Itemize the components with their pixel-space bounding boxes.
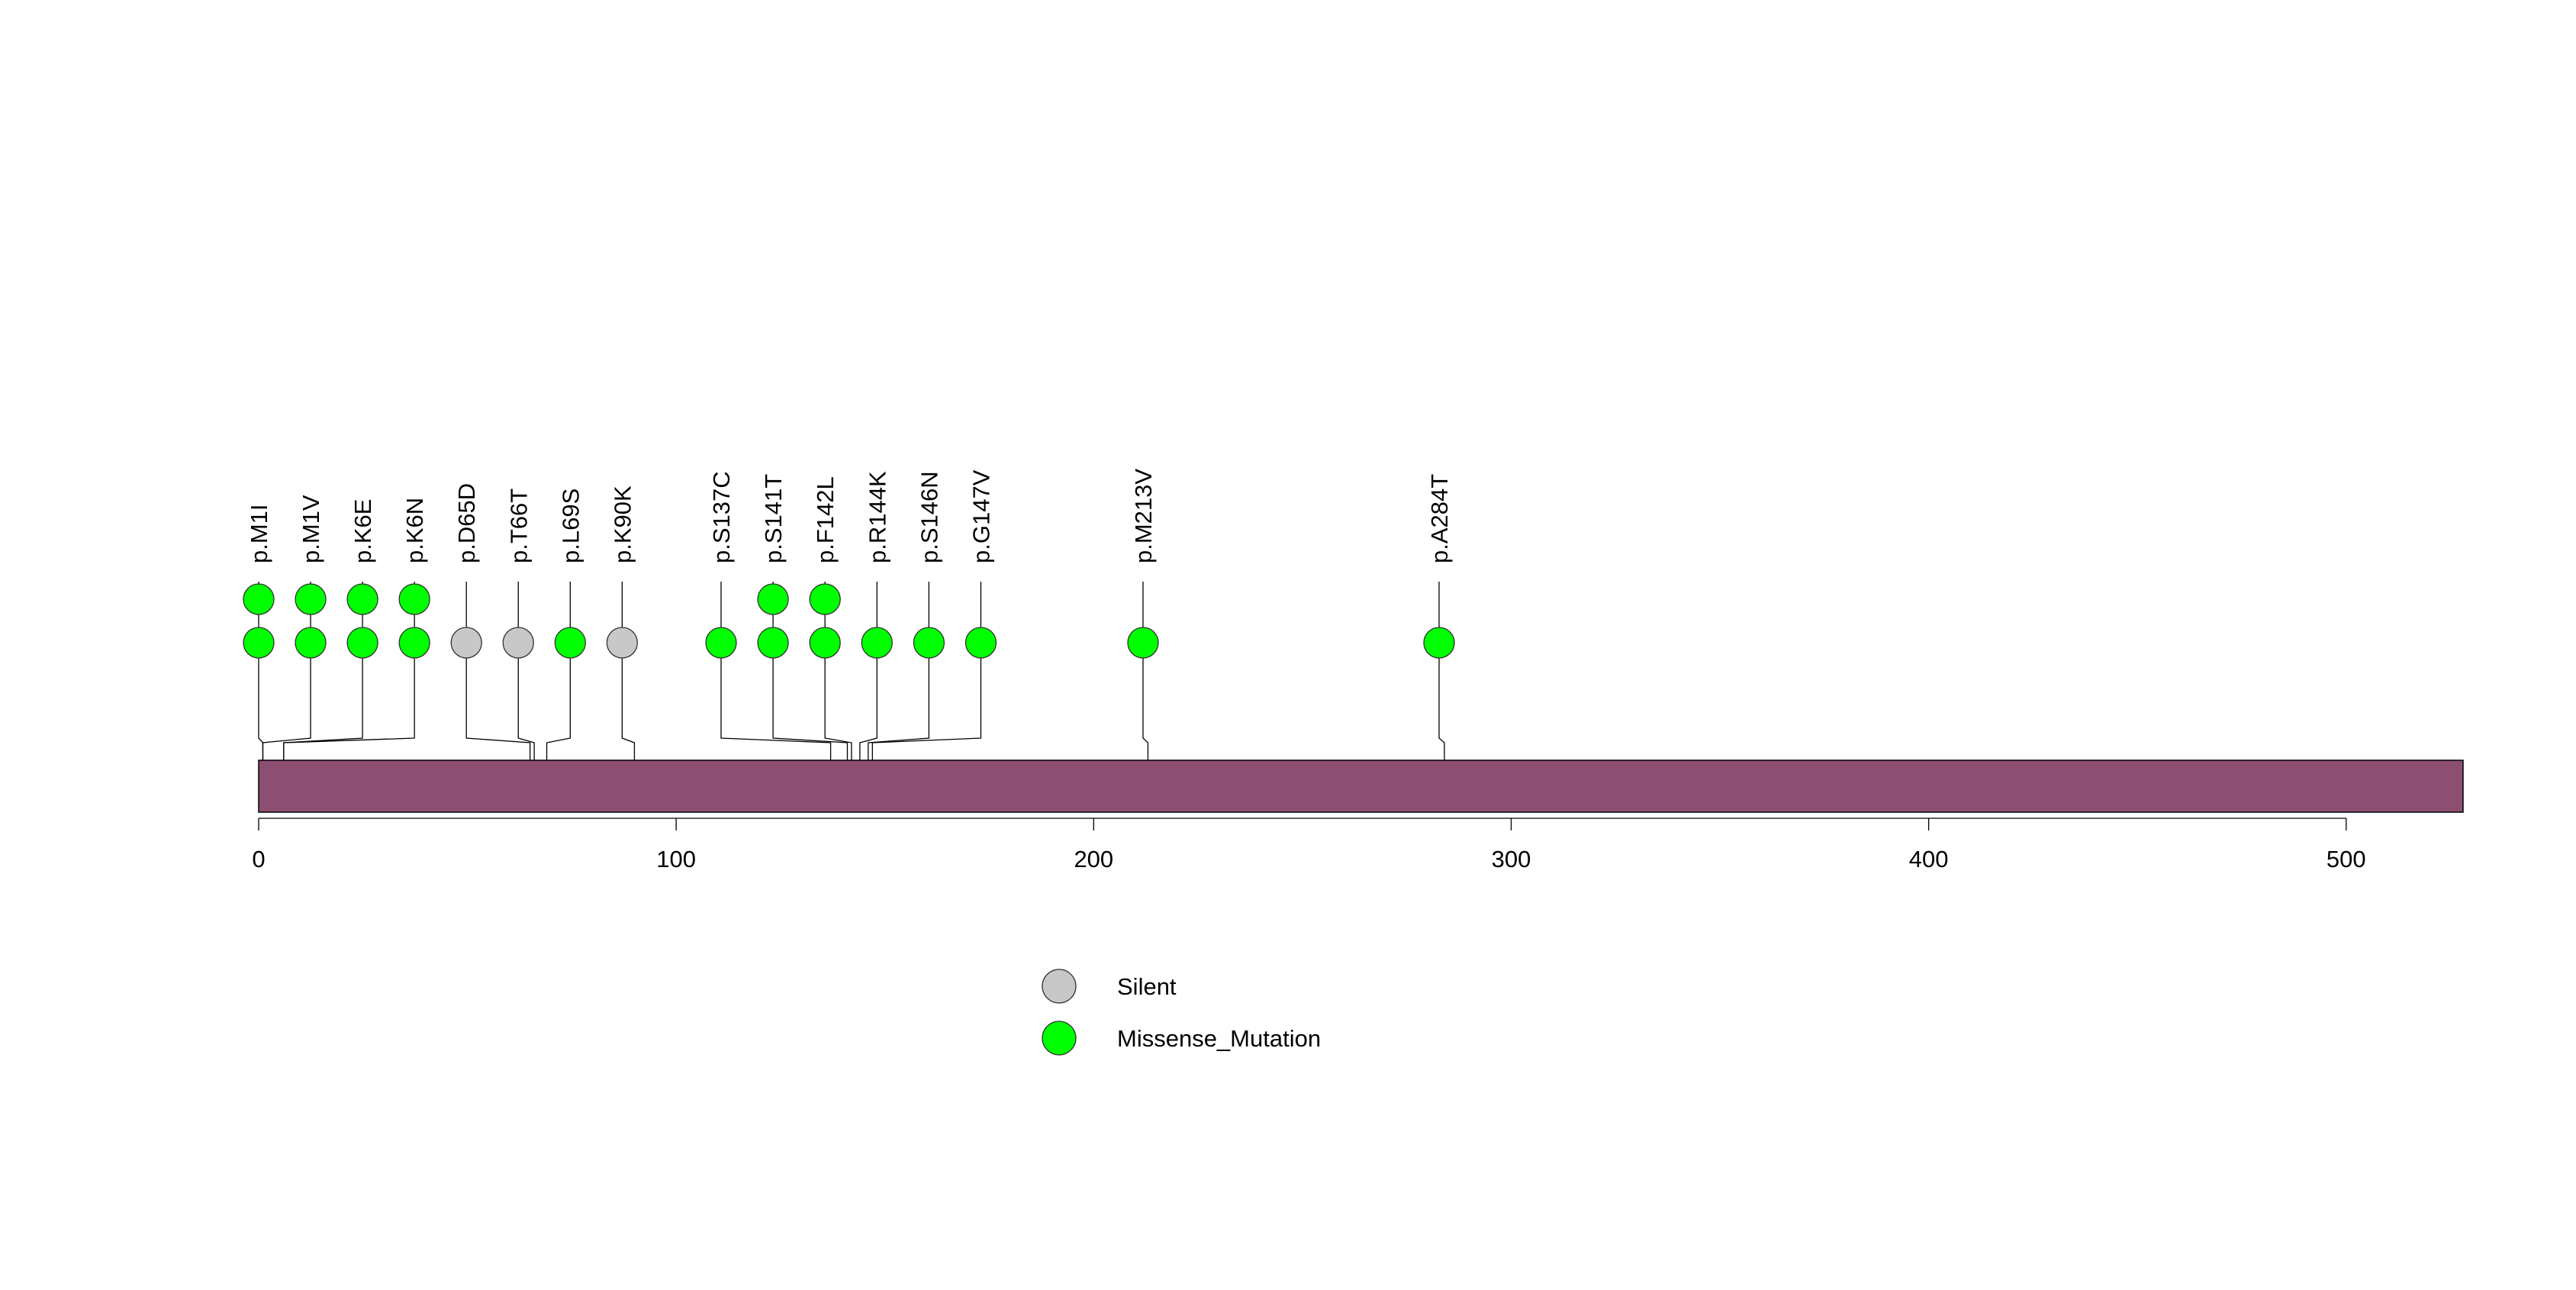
mutation-label: p.S137C [708, 471, 735, 563]
lollipop-stems [258, 582, 1440, 643]
mutation-circle [295, 583, 327, 615]
tick-label: 200 [1074, 846, 1113, 872]
mutation-circle [450, 627, 482, 659]
mutation-circle [554, 627, 586, 659]
mutation-circle [502, 627, 534, 659]
mutation-circle [295, 627, 327, 659]
mutation-label: p.K6N [401, 498, 428, 563]
mutation-label: p.F142L [812, 476, 839, 563]
legend-label: Missense_Mutation [1117, 1025, 1321, 1052]
mutation-circle [757, 583, 789, 615]
mutation-circle [398, 583, 430, 615]
mutation-label: p.M1I [246, 504, 272, 563]
mutation-circle [606, 627, 638, 659]
legend: Silent Missense_Mutation [1042, 969, 1321, 1056]
mutation-circle [243, 627, 275, 659]
mutation-circle [1127, 627, 1159, 659]
tick-label: 400 [1909, 846, 1949, 872]
tick-label: 100 [656, 846, 696, 872]
mutation-circle [243, 583, 275, 615]
mutation-circle [964, 627, 997, 659]
mutation-label: p.S146N [916, 471, 942, 563]
mutation-label: p.S141T [760, 474, 787, 563]
mutation-circle [1423, 627, 1455, 659]
tick-label: 0 [252, 846, 265, 872]
mutation-circle [913, 627, 945, 659]
x-axis: 0 100 200 300 400 500 [252, 818, 2366, 872]
mutation-label: p.M1V [298, 495, 324, 563]
mutation-label: p.A284T [1426, 474, 1453, 563]
mutation-label: p.G147V [968, 469, 995, 563]
mutation-label: p.K90K [609, 485, 636, 563]
mutation-circle [861, 627, 893, 659]
mutation-circle [809, 627, 841, 659]
mutation-label: p.D65D [453, 483, 480, 563]
mutation-circle [757, 627, 789, 659]
mutation-circles [243, 583, 1455, 659]
mutation-label: p.T66T [505, 489, 532, 563]
protein-bar [258, 759, 2464, 813]
mutation-label: p.K6E [349, 499, 376, 563]
mutation-circle [705, 627, 737, 659]
tick-label: 500 [2326, 846, 2366, 872]
mutation-circle [346, 627, 378, 659]
legend-label: Silent [1117, 973, 1177, 1000]
mutation-circle [346, 583, 378, 615]
tick-label: 300 [1492, 846, 1531, 872]
legend-swatch [1042, 969, 1077, 1004]
legend-swatch [1042, 1021, 1077, 1056]
mutation-label: p.L69S [557, 489, 584, 563]
mutation-labels: p.M1I p.M1V p.K6E p.K6N p.D65D p.T66T p.L69S p.… [246, 469, 1453, 563]
mutation-label: p.M213V [1130, 469, 1157, 563]
mutation-circle [398, 627, 430, 659]
mutation-circle [809, 583, 841, 615]
mutation-label: p.R144K [864, 471, 890, 563]
